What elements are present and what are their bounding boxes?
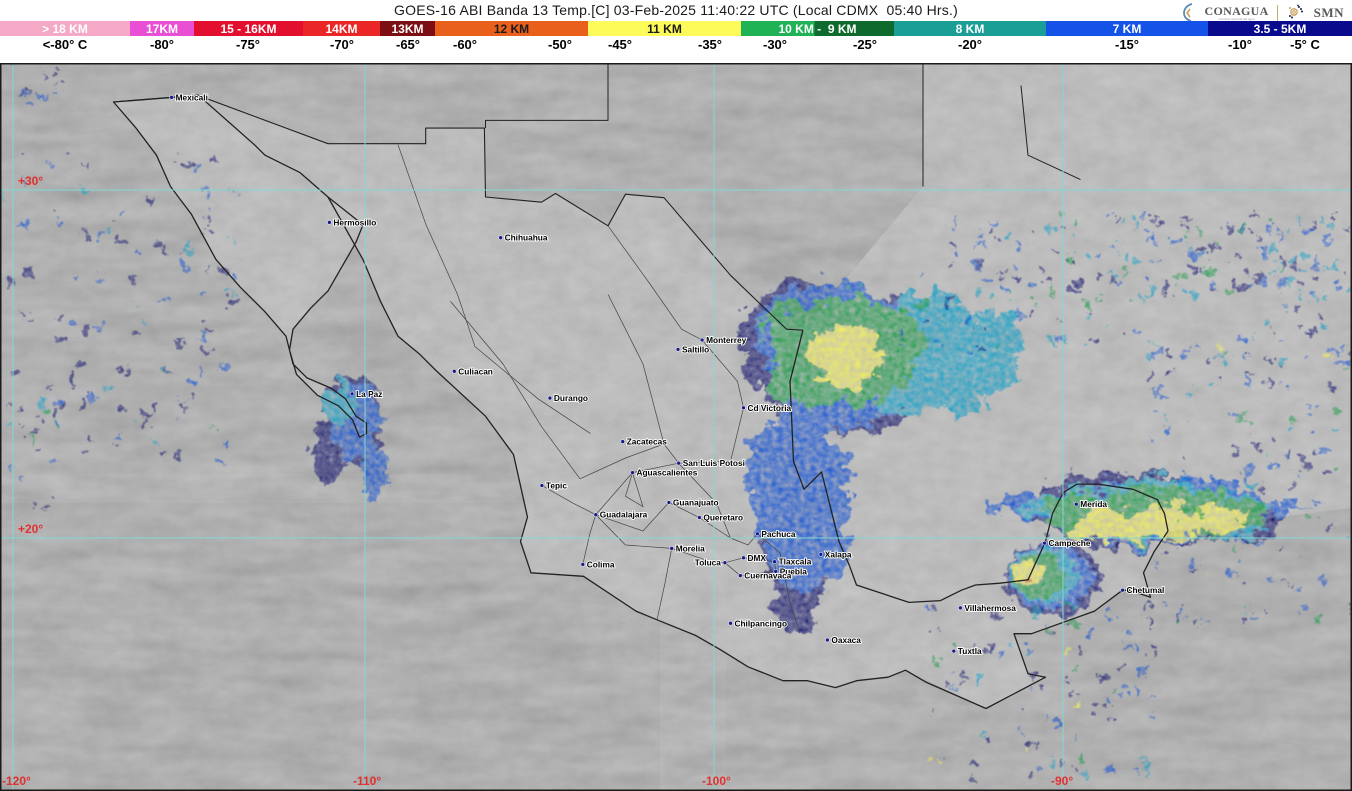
svg-text:Cuernavaca: Cuernavaca bbox=[744, 571, 791, 581]
svg-text:Chetumal: Chetumal bbox=[1127, 585, 1165, 595]
svg-text:-110°: -110° bbox=[353, 774, 381, 788]
svg-text:Campeche: Campeche bbox=[1049, 538, 1091, 548]
svg-text:-100°: -100° bbox=[702, 774, 731, 788]
svg-text:Monterrey: Monterrey bbox=[706, 335, 746, 345]
svg-text:-90°: -90° bbox=[1051, 774, 1073, 788]
svg-text:Guanajuato: Guanajuato bbox=[673, 498, 719, 508]
svg-text:Chilpancingo: Chilpancingo bbox=[735, 618, 788, 628]
svg-text:-120°: -120° bbox=[2, 774, 31, 788]
svg-text:Tuxtla: Tuxtla bbox=[958, 646, 982, 656]
svg-text:Xalapa: Xalapa bbox=[825, 549, 852, 559]
svg-text:+30°: +30° bbox=[18, 174, 43, 188]
svg-text:Mexicali: Mexicali bbox=[176, 92, 208, 102]
svg-text:Tlaxcala: Tlaxcala bbox=[779, 557, 812, 567]
svg-text:Toluca: Toluca bbox=[695, 558, 722, 568]
svg-text:Merida: Merida bbox=[1080, 499, 1107, 509]
svg-text:Cd Victoria: Cd Victoria bbox=[748, 403, 792, 413]
svg-text:Hermosillo: Hermosillo bbox=[333, 217, 376, 227]
svg-text:Villahermosa: Villahermosa bbox=[964, 603, 1016, 613]
svg-text:La Paz: La Paz bbox=[356, 389, 382, 399]
svg-text:Chihuahua: Chihuahua bbox=[505, 233, 548, 243]
svg-text:Durango: Durango bbox=[554, 393, 588, 403]
svg-text:Zacatecas: Zacatecas bbox=[627, 437, 668, 447]
svg-text:Queretaro: Queretaro bbox=[703, 513, 743, 523]
svg-text:+20°: +20° bbox=[18, 522, 43, 536]
svg-text:Pachuca: Pachuca bbox=[761, 529, 796, 539]
svg-text:DMX: DMX bbox=[748, 553, 767, 563]
svg-text:Morelia: Morelia bbox=[676, 543, 705, 553]
svg-text:Tepic: Tepic bbox=[546, 481, 567, 491]
svg-text:Colima: Colima bbox=[587, 559, 615, 569]
svg-text:Culiacan: Culiacan bbox=[458, 366, 493, 376]
svg-text:Aguascalientes: Aguascalientes bbox=[637, 468, 698, 478]
svg-text:Guadalajara: Guadalajara bbox=[600, 510, 648, 520]
svg-text:Oaxaca: Oaxaca bbox=[831, 635, 861, 645]
svg-text:Saltillo: Saltillo bbox=[682, 344, 709, 354]
